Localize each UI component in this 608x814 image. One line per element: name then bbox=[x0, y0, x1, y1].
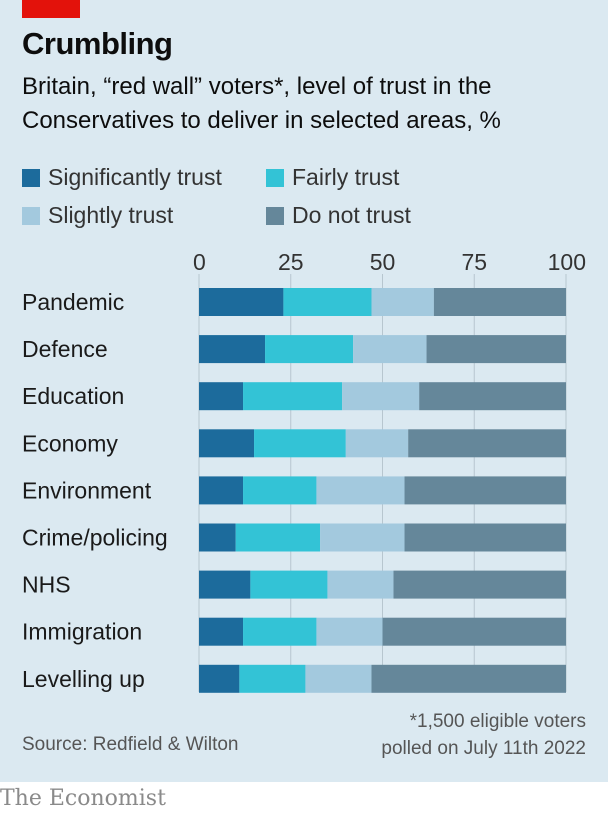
bar-segment bbox=[235, 523, 321, 552]
bar-segment bbox=[199, 570, 251, 599]
category-label: Levelling up bbox=[22, 666, 145, 692]
bar-segment bbox=[199, 429, 255, 458]
category-label: Education bbox=[22, 383, 124, 409]
bar-segment bbox=[404, 523, 566, 552]
bar-segment bbox=[250, 570, 328, 599]
bar-segment bbox=[382, 617, 566, 646]
bar-segment bbox=[353, 335, 427, 364]
bar-segment bbox=[243, 476, 317, 505]
bar-segment bbox=[199, 617, 244, 646]
x-tick-label: 25 bbox=[278, 249, 304, 275]
red-tag bbox=[22, 0, 80, 18]
bar-segment bbox=[199, 335, 266, 364]
legend-label-do-not-trust: Do not trust bbox=[292, 202, 411, 228]
bar-segment bbox=[393, 570, 566, 599]
category-label: Immigration bbox=[22, 619, 142, 645]
bar-segment bbox=[199, 664, 240, 693]
legend-item-slightly-trust: Slightly trust bbox=[22, 202, 173, 229]
legend-swatch-slightly-trust bbox=[22, 206, 40, 225]
bar-segment bbox=[433, 288, 566, 316]
economist-logo: The Economist bbox=[0, 786, 166, 811]
stacked-bar-chart: 0 25 50 75 100 Pandemic Defence Education Econom… bbox=[22, 249, 586, 693]
chart-subtitle: Britain, “red wall” voters*, level of tr… bbox=[22, 73, 501, 134]
bar-segment bbox=[283, 288, 372, 316]
bar-segment bbox=[342, 382, 420, 411]
bar-segment bbox=[199, 523, 236, 552]
legend-swatch-significantly-trust bbox=[22, 168, 40, 187]
legend-swatch-do-not-trust bbox=[266, 206, 284, 225]
category-label: Defence bbox=[22, 336, 108, 362]
legend-item-do-not-trust: Do not trust bbox=[266, 202, 411, 229]
bar-segment bbox=[371, 664, 566, 693]
x-tick-label: 50 bbox=[370, 249, 396, 275]
footnote-line-2: polled on July 11th 2022 bbox=[381, 738, 586, 759]
bar-segment bbox=[265, 335, 354, 364]
chart-title: Crumbling bbox=[22, 26, 173, 61]
legend-label-significantly-trust: Significantly trust bbox=[48, 164, 222, 190]
bar-segment bbox=[408, 429, 566, 458]
bar-segment bbox=[305, 664, 372, 693]
bar-segment bbox=[199, 476, 244, 505]
bar-segment bbox=[404, 476, 566, 505]
category-label: NHS bbox=[22, 572, 71, 598]
x-tick-label: 0 bbox=[193, 249, 206, 275]
category-label: Crime/policing bbox=[22, 525, 168, 551]
category-label: Economy bbox=[22, 430, 118, 456]
source-note: Source: Redfield & Wilton bbox=[22, 734, 239, 755]
legend-item-significantly-trust: Significantly trust bbox=[22, 164, 222, 191]
bar-segment bbox=[243, 382, 343, 411]
bar-segment bbox=[199, 288, 284, 316]
legend-label-slightly-trust: Slightly trust bbox=[48, 202, 174, 228]
legend-label-fairly-trust: Fairly trust bbox=[292, 164, 400, 190]
bar-segment bbox=[419, 382, 566, 411]
footnote: *1,500 eligible voters polled on July 11… bbox=[381, 708, 586, 762]
x-tick-label: 100 bbox=[548, 249, 586, 275]
bar-segment bbox=[316, 617, 383, 646]
category-label: Pandemic bbox=[22, 289, 124, 315]
bar-segment bbox=[426, 335, 566, 364]
bar-segment bbox=[254, 429, 346, 458]
bar-segment bbox=[239, 664, 306, 693]
bar-segment bbox=[316, 476, 405, 505]
bar-segment bbox=[320, 523, 405, 552]
x-tick-label: 75 bbox=[461, 249, 487, 275]
category-label: Environment bbox=[22, 477, 152, 503]
bar-segment bbox=[371, 288, 434, 316]
bar-segment bbox=[345, 429, 409, 458]
bar-segment bbox=[243, 617, 317, 646]
bar-segment bbox=[327, 570, 394, 599]
legend-swatch-fairly-trust bbox=[266, 168, 284, 187]
footnote-line-1: *1,500 eligible voters bbox=[409, 711, 586, 732]
bar-segment bbox=[199, 382, 244, 411]
legend-item-fairly-trust: Fairly trust bbox=[266, 164, 399, 191]
